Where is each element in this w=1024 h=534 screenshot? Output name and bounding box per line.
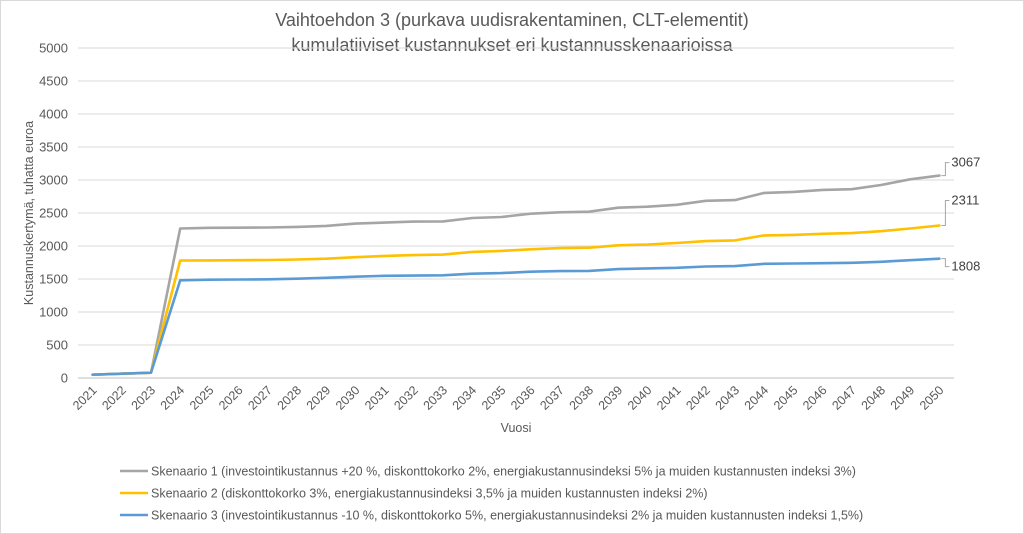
y-tick-label: 4000: [39, 107, 68, 122]
y-tick-label: 1000: [39, 305, 68, 320]
y-tick-label: 2000: [39, 239, 68, 254]
y-axis-ticks: 0 500 1000 1500 2000 2500 3000 3500 4000 4500 5000: [39, 41, 68, 386]
legend-label-series-1: Skenaario 1 (investointikustannus +20 %,…: [151, 465, 856, 479]
end-labels: 3067 2311 1808: [941, 155, 980, 274]
y-tick-label: 4500: [39, 74, 68, 89]
series-2-line: [91, 224, 941, 377]
series-2-end-label: 2311: [951, 192, 979, 207]
y-tick-label: 3500: [39, 140, 68, 155]
series-lines: [91, 174, 941, 377]
y-tick-label: 500: [46, 338, 68, 353]
y-tick-label: 5000: [39, 41, 68, 56]
y-tick-label: 1500: [39, 272, 68, 287]
legend-label-series-3: Skenaario 3 (investointikustannus -10 %,…: [151, 509, 863, 523]
series-1-line: [91, 174, 941, 377]
x-axis-title: Vuosi: [501, 421, 532, 435]
gridlines: [78, 47, 954, 379]
chart-title-line-1: Vaihtoehdon 3 (purkava uudisrakentaminen…: [275, 10, 749, 30]
chart-title-line-2: kumulatiiviset kustannukset eri kustannu…: [291, 35, 733, 55]
series-3-end-leader: [941, 258, 950, 268]
legend-label-series-2: Skenaario 2 (diskonttokorko 3%, energiak…: [151, 487, 708, 501]
series-3-end-label: 1808: [951, 259, 980, 274]
y-tick-label: 2500: [39, 206, 68, 221]
y-axis-title: Kustannuskertymä, tuhatta euroa: [22, 121, 36, 305]
y-tick-label: 0: [61, 371, 68, 386]
series-2-end-leader: [941, 199, 950, 226]
series-1-end-label: 3067: [951, 155, 980, 170]
series-3-line: [91, 257, 941, 377]
series-1-end-leader: [941, 162, 950, 177]
y-tick-label: 3000: [39, 173, 68, 188]
legend: Skenaario 1 (investointikustannus +20 %,…: [120, 465, 863, 523]
